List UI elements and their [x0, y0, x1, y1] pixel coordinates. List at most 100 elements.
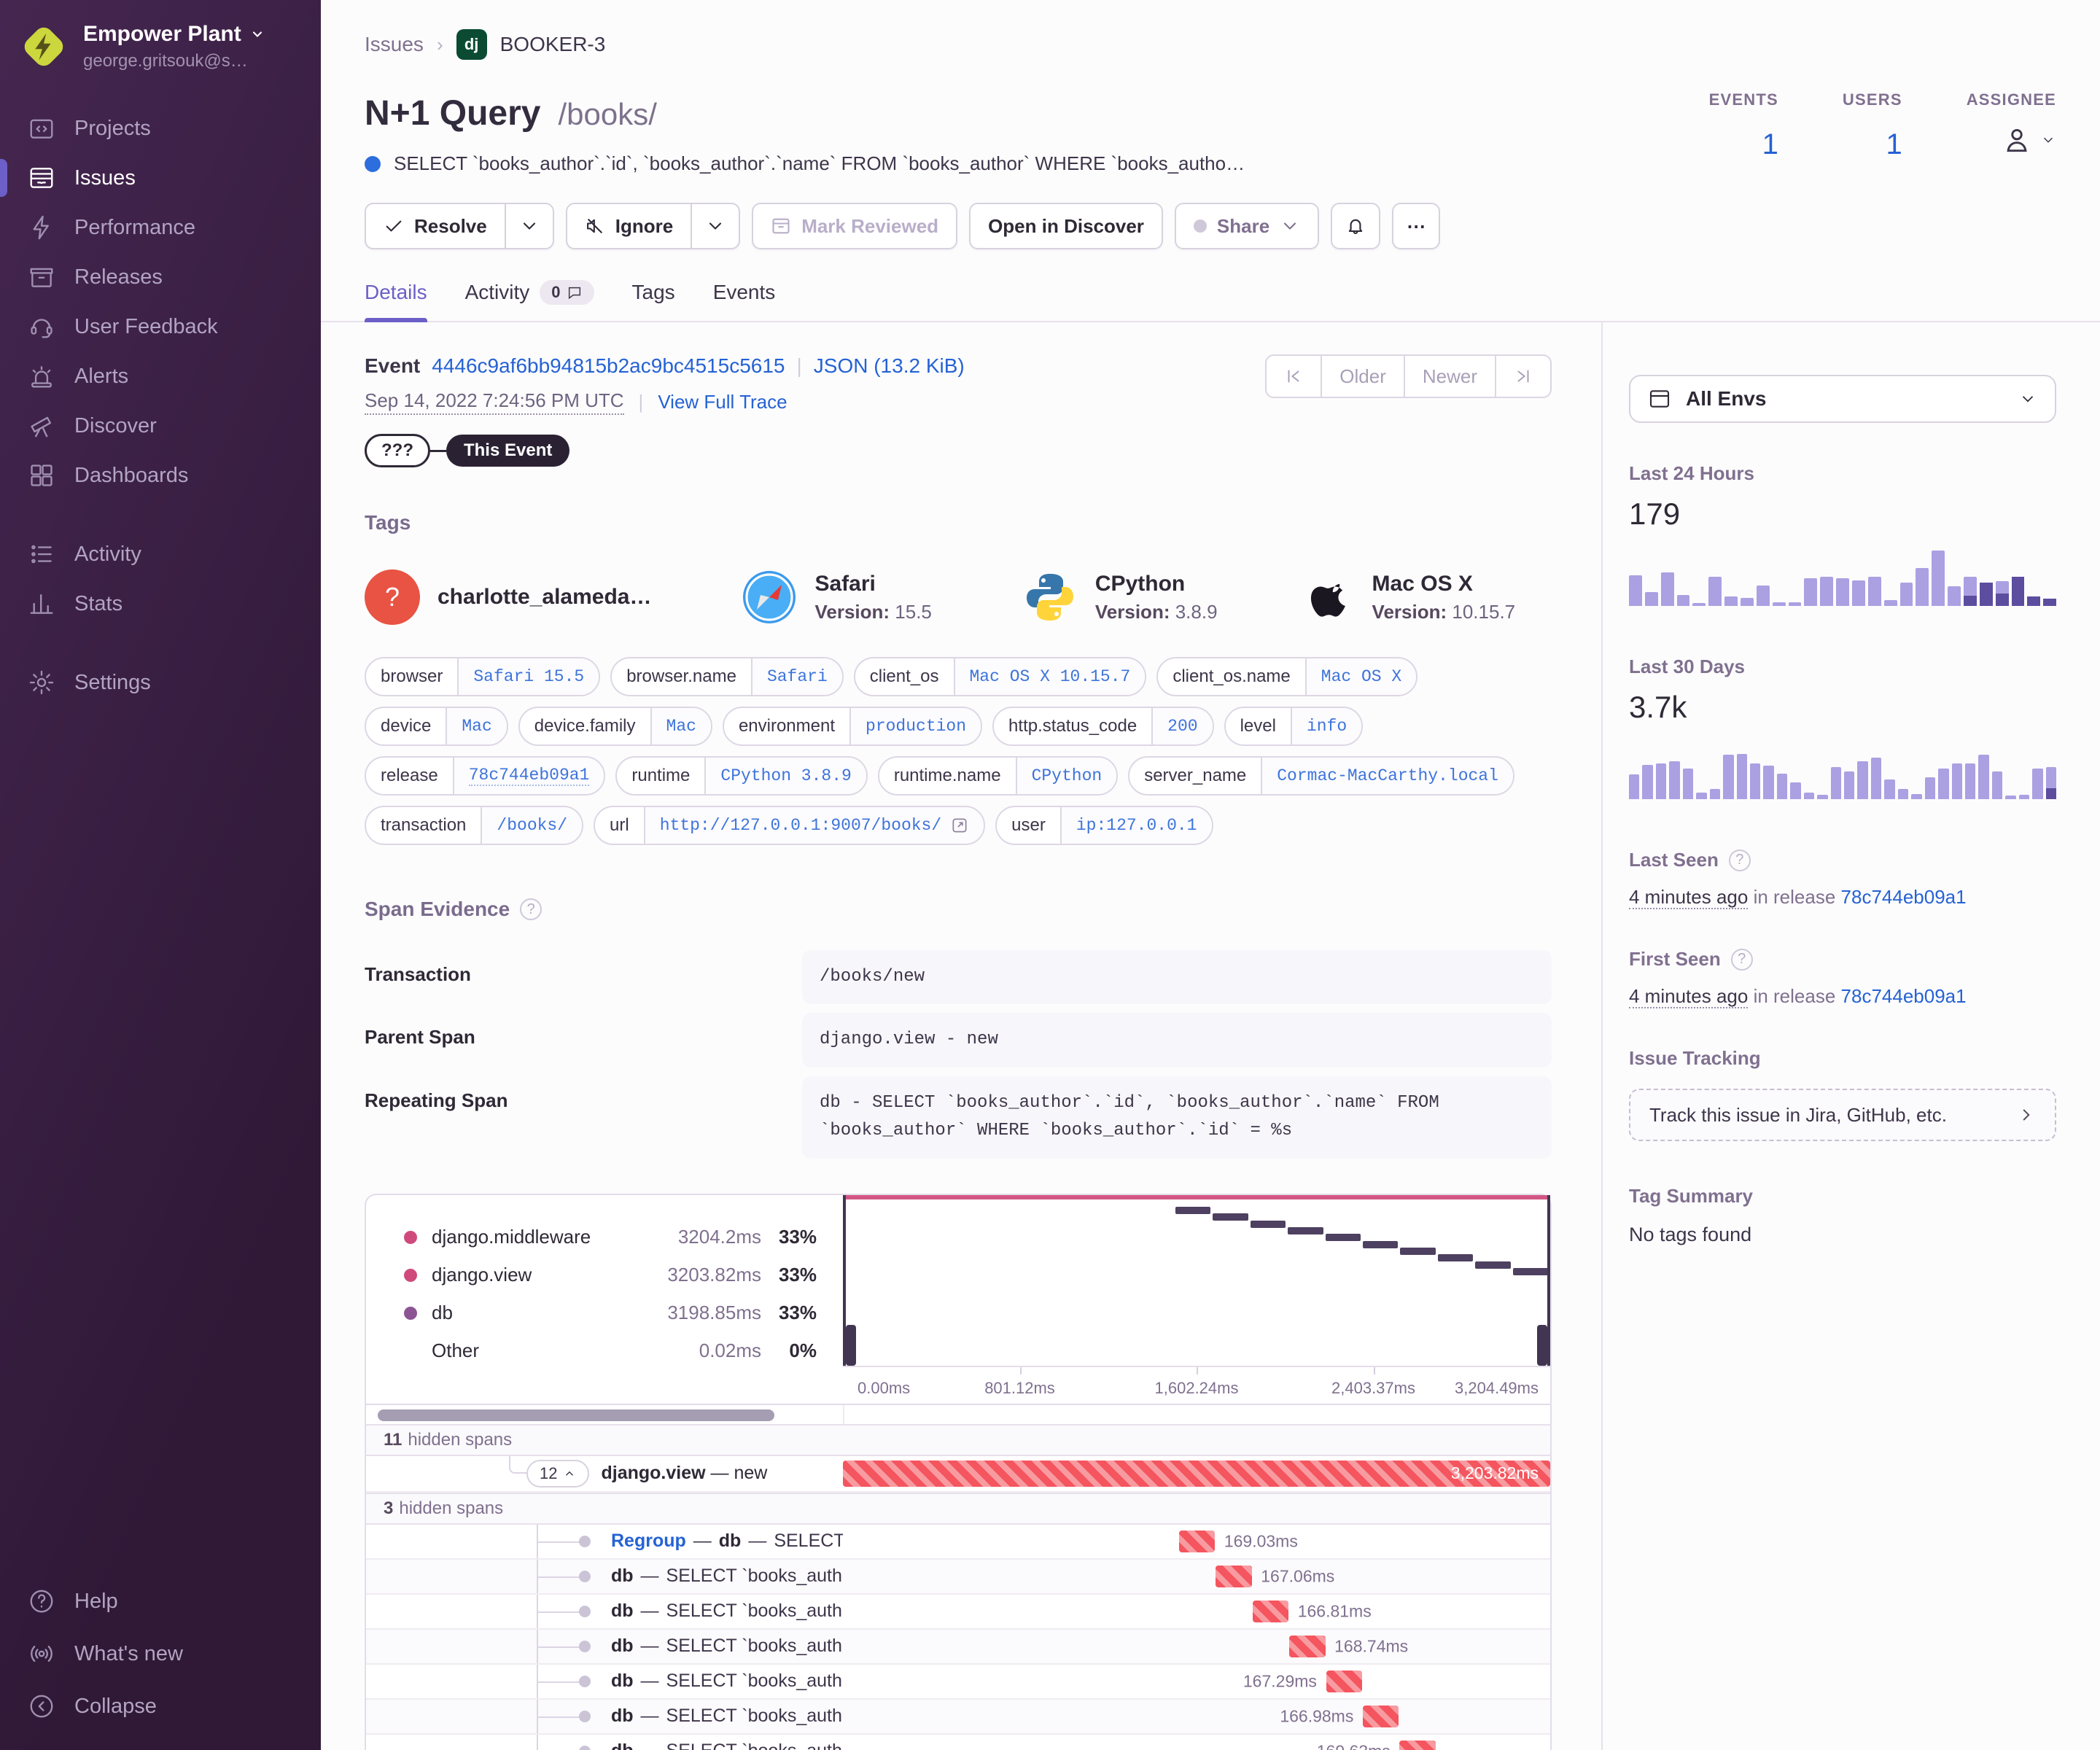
span-duration-bar[interactable]: [1362, 1705, 1399, 1727]
org-switcher[interactable]: Empower Plant george.gritsouk@s…: [0, 0, 321, 71]
span-tree-row[interactable]: db—SELECT `books_author`167.29ms: [366, 1664, 1550, 1700]
older-event-button[interactable]: Older: [1322, 354, 1405, 398]
parent-span-bar[interactable]: 3,203.82ms: [843, 1460, 1550, 1487]
tag-value[interactable]: info: [1290, 708, 1362, 744]
help-tooltip-icon[interactable]: ?: [1728, 849, 1751, 871]
span-tree-row[interactable]: db—SELECT `books_author`166.98ms: [366, 1699, 1550, 1735]
open-in-discover-button[interactable]: Open in Discover: [969, 203, 1163, 249]
tag-value[interactable]: CPython: [1015, 758, 1117, 794]
tag-pill[interactable]: client_os.name Mac OS X: [1156, 657, 1418, 696]
span-group-toggle[interactable]: 12: [526, 1459, 590, 1488]
tag-value[interactable]: ip:127.0.0.1: [1059, 807, 1212, 844]
tab-activity[interactable]: Activity 0: [465, 280, 594, 321]
sidebar-item-discover[interactable]: Discover: [0, 401, 321, 451]
newest-event-button[interactable]: [1496, 354, 1552, 398]
sidebar-item-projects[interactable]: Projects: [0, 104, 321, 153]
tag-pill[interactable]: transaction/books/: [365, 806, 584, 845]
ignore-dropdown-button[interactable]: [692, 203, 741, 249]
last-seen-release-link[interactable]: 78c744eb09a1: [1840, 886, 1967, 908]
span-duration-bar[interactable]: [1252, 1600, 1289, 1622]
os-context[interactable]: Mac OS X Version: 10.15.7: [1308, 572, 1515, 623]
newer-event-button[interactable]: Newer: [1404, 354, 1496, 398]
tag-value[interactable]: 200: [1151, 708, 1213, 744]
unknown-event-pill[interactable]: ???: [365, 434, 430, 467]
environment-filter-dropdown[interactable]: All Envs: [1629, 375, 2056, 423]
tag-value[interactable]: /books/: [481, 807, 583, 844]
users-count[interactable]: 1: [1886, 128, 1902, 160]
trace-minimap[interactable]: [843, 1194, 1550, 1366]
tag-pill[interactable]: device Mac: [365, 707, 508, 746]
sidebar-item-dashboards[interactable]: Dashboards: [0, 451, 321, 500]
event-id-link[interactable]: 4446c9af6bb94815b2ac9bc4515c5615: [432, 354, 785, 377]
hidden-spans-row[interactable]: 3 hidden spans: [366, 1492, 1550, 1525]
ignore-button[interactable]: Ignore: [565, 203, 693, 249]
span-tree-row[interactable]: db—SELECT `books_author`169.63ms: [366, 1734, 1550, 1750]
tag-pill[interactable]: url http://127.0.0.1:9007/books/: [594, 806, 986, 845]
assignee-dropdown[interactable]: [1967, 124, 2056, 156]
sidebar-item-user-feedback[interactable]: User Feedback: [0, 302, 321, 351]
tag-pill[interactable]: browser.name Safari: [610, 657, 844, 696]
share-button[interactable]: Share: [1174, 203, 1320, 249]
tag-value[interactable]: Mac: [446, 708, 507, 744]
span-tree-row[interactable]: db—SELECT `books_author`166.81ms: [366, 1594, 1550, 1630]
tag-value[interactable]: Safari: [750, 658, 842, 695]
tag-value[interactable]: production: [849, 708, 981, 744]
sidebar-item-activity[interactable]: Activity: [0, 529, 321, 579]
first-seen-time[interactable]: 4 minutes ago: [1629, 985, 1749, 1008]
tab-events[interactable]: Events: [712, 281, 776, 303]
hidden-spans-row[interactable]: 11 hidden spans: [366, 1423, 1550, 1456]
tag-pill[interactable]: server_name Cormac-MacCarthy.local: [1128, 756, 1514, 796]
horizontal-scrollbar[interactable]: [378, 1409, 774, 1421]
tag-pill[interactable]: release 78c744eb09a1: [365, 756, 606, 796]
track-issue-button[interactable]: Track this issue in Jira, GitHub, etc.: [1629, 1089, 2056, 1141]
tag-value[interactable]: Mac: [650, 708, 711, 744]
tag-value[interactable]: Mac OS X 10.15.7: [953, 658, 1146, 695]
span-duration-bar[interactable]: [1178, 1530, 1216, 1552]
resolve-dropdown-button[interactable]: [505, 203, 554, 249]
tag-value[interactable]: http://127.0.0.1:9007/books/: [643, 807, 984, 844]
regroup-link[interactable]: Regroup: [611, 1531, 686, 1552]
tab-tags[interactable]: Tags: [631, 281, 675, 303]
user-context[interactable]: ? charlotte_alameda…: [365, 569, 651, 625]
browser-context[interactable]: Safari Version: 15.5: [742, 569, 932, 625]
span-duration-bar[interactable]: [1216, 1565, 1252, 1587]
last-seen-time[interactable]: 4 minutes ago: [1629, 886, 1749, 909]
minimap-right-handle[interactable]: [1537, 1194, 1550, 1366]
sidebar-item-stats[interactable]: Stats: [0, 579, 321, 629]
event-json-link[interactable]: JSON (13.2 KiB): [813, 354, 965, 377]
help-tooltip-icon[interactable]: ?: [520, 898, 542, 920]
view-full-trace-link[interactable]: View Full Trace: [658, 391, 788, 413]
help-tooltip-icon[interactable]: ?: [1730, 948, 1753, 971]
tag-pill[interactable]: http.status_code 200: [992, 707, 1214, 746]
oldest-event-button[interactable]: [1265, 354, 1323, 398]
external-link-icon[interactable]: [950, 816, 969, 835]
sidebar-item-settings[interactable]: Settings: [0, 658, 321, 707]
sidebar-item-help[interactable]: Help: [0, 1575, 321, 1628]
tag-pill[interactable]: user ip:127.0.0.1: [995, 806, 1213, 845]
sidebar-item-issues[interactable]: Issues: [0, 153, 321, 203]
tag-value[interactable]: CPython 3.8.9: [704, 758, 866, 794]
tag-pill[interactable]: client_os Mac OS X 10.15.7: [853, 657, 1147, 696]
tag-pill[interactable]: device.family Mac: [518, 707, 712, 746]
tag-pill[interactable]: level info: [1224, 707, 1364, 746]
minimap-left-handle[interactable]: [843, 1194, 856, 1366]
span-tree-row[interactable]: Regroup—db—SELECT `books_author`169.03ms: [366, 1524, 1550, 1560]
tag-value[interactable]: Safari 15.5: [457, 658, 599, 695]
event-timestamp[interactable]: Sep 14, 2022 7:24:56 PM UTC: [365, 389, 624, 415]
mark-reviewed-button[interactable]: Mark Reviewed: [752, 203, 958, 249]
tag-value[interactable]: 78c744eb09a1: [452, 758, 604, 794]
parent-span-row[interactable]: 12 django.view — new 3,203.82ms: [366, 1455, 1550, 1493]
span-tree-row[interactable]: db—SELECT `books_author`167.06ms: [366, 1559, 1550, 1595]
sidebar-collapse-button[interactable]: Collapse: [0, 1680, 321, 1732]
span-tree-row[interactable]: db—SELECT `books_author`168.74ms: [366, 1629, 1550, 1665]
sidebar-item-performance[interactable]: Performance: [0, 203, 321, 252]
runtime-context[interactable]: CPython Version: 3.8.9: [1022, 569, 1218, 625]
tab-details[interactable]: Details: [365, 280, 427, 322]
span-duration-bar[interactable]: [1399, 1740, 1436, 1750]
span-duration-bar[interactable]: [1289, 1635, 1326, 1657]
tag-value[interactable]: Mac OS X: [1304, 658, 1417, 695]
tag-pill[interactable]: runtime CPython 3.8.9: [615, 756, 868, 796]
more-actions-button[interactable]: ⋯: [1392, 203, 1441, 249]
tag-pill[interactable]: runtime.name CPython: [877, 756, 1119, 796]
resolve-button[interactable]: Resolve: [365, 203, 506, 249]
